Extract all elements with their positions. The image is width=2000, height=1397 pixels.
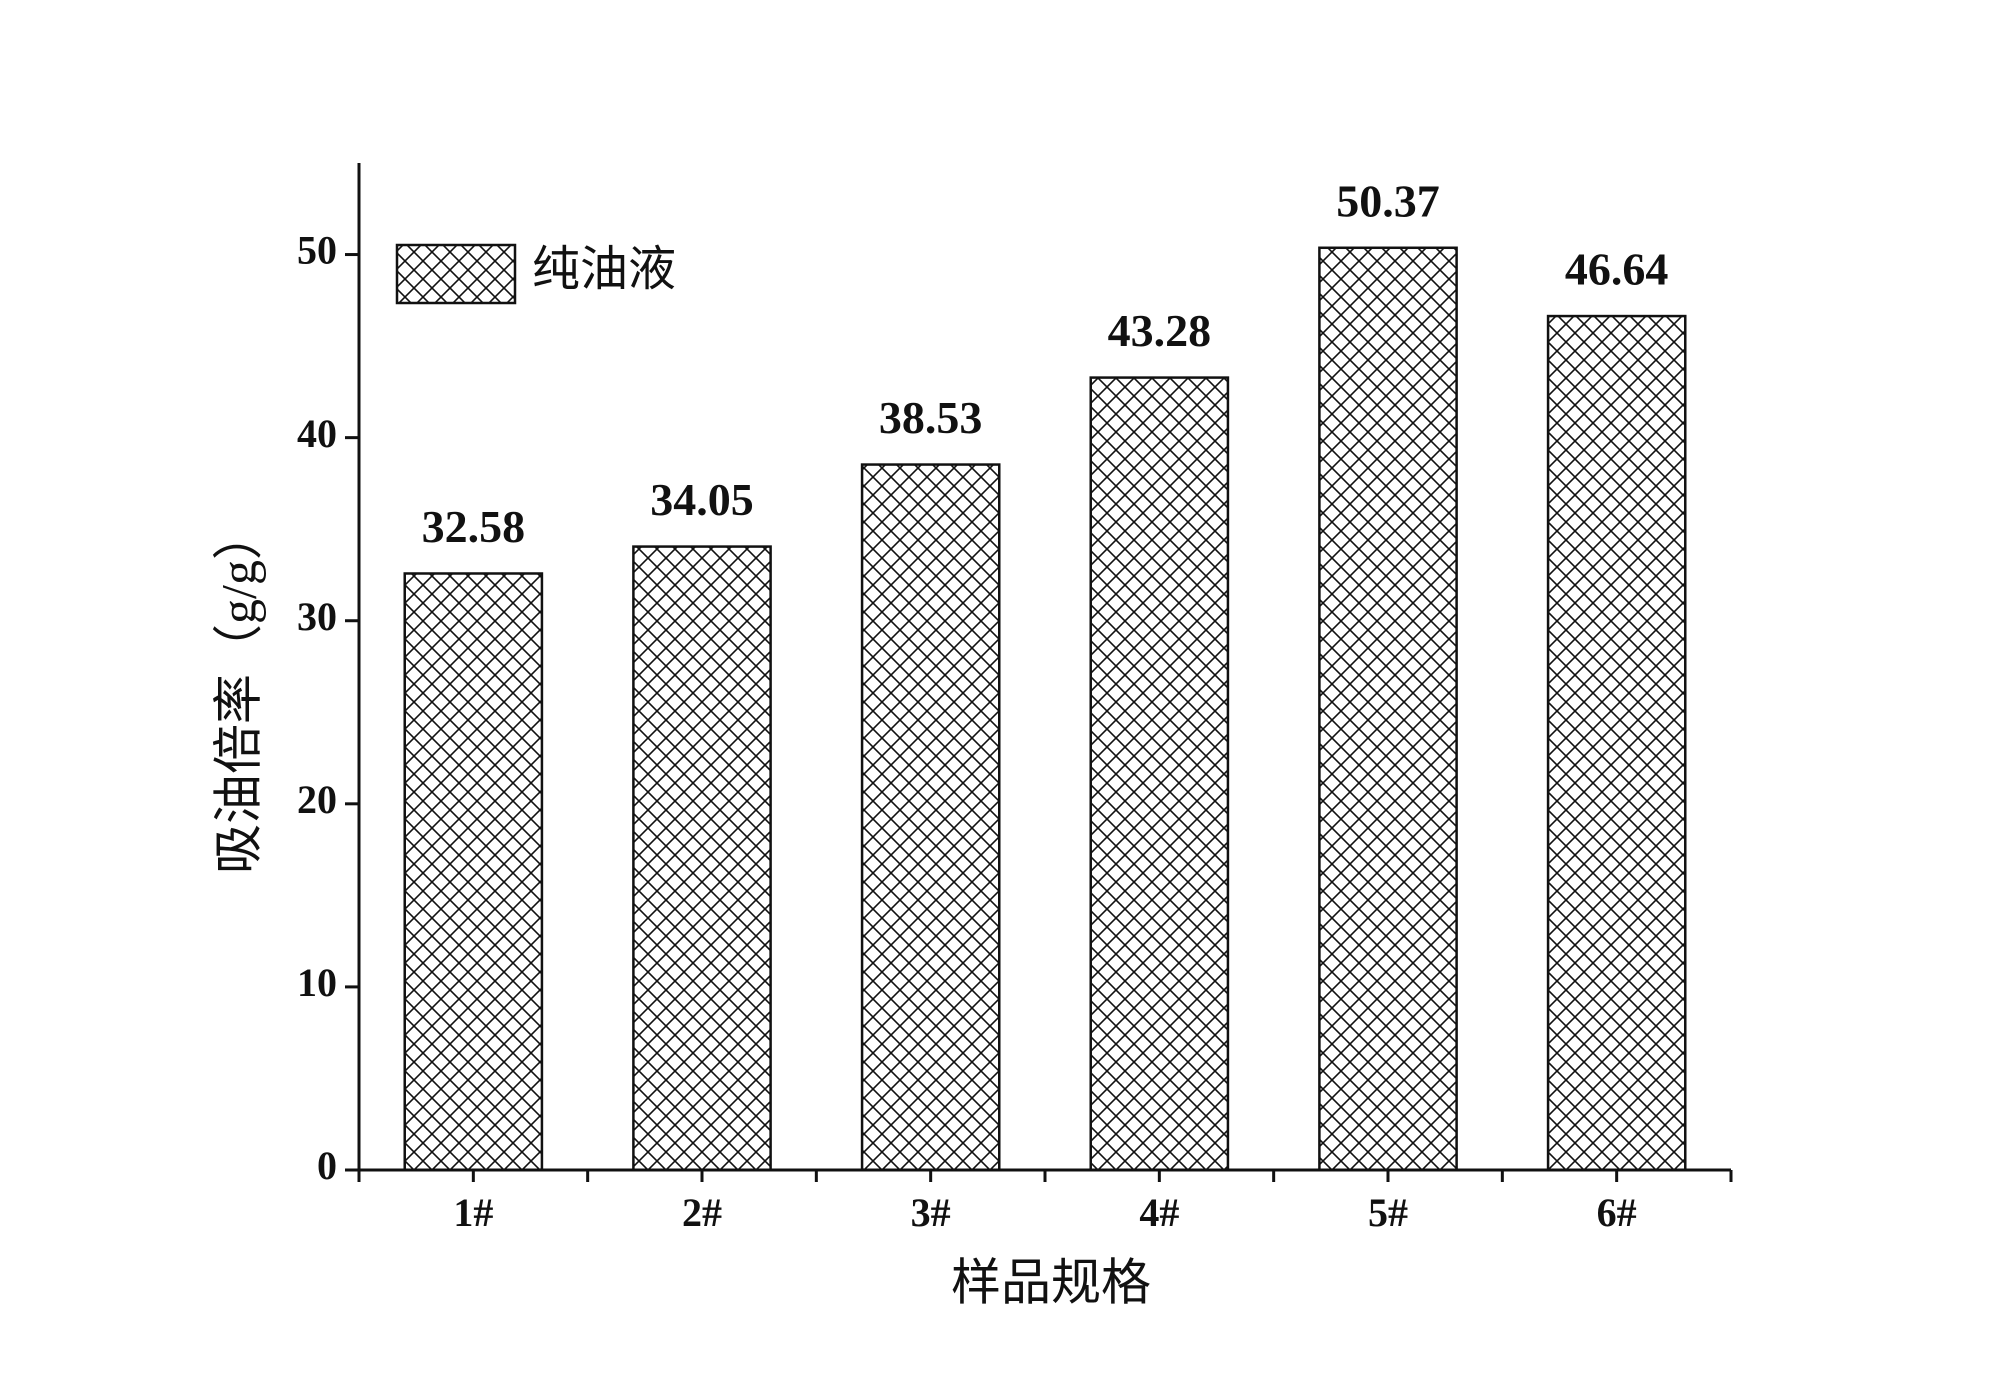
bar — [1318, 246, 1458, 1172]
value-label: 46.64 — [1565, 244, 1669, 295]
value-label: 50.37 — [1336, 175, 1440, 226]
y-tick-label: 0 — [317, 1143, 337, 1188]
y-tick-label: 30 — [297, 594, 337, 639]
x-tick-label: 2# — [682, 1190, 722, 1235]
x-tick-label: 5# — [1368, 1190, 1408, 1235]
value-label: 43.28 — [1108, 305, 1212, 356]
legend-swatch — [395, 243, 517, 305]
y-tick-label: 10 — [297, 960, 337, 1005]
y-tick-label: 40 — [297, 411, 337, 456]
x-axis-title: 样品规格 — [951, 1254, 1151, 1310]
value-label: 38.53 — [879, 392, 983, 443]
bar — [403, 572, 544, 1172]
y-tick-label: 20 — [297, 777, 337, 822]
x-tick-label: 6# — [1597, 1190, 1637, 1235]
x-tick-label: 4# — [1139, 1190, 1179, 1235]
value-label: 34.05 — [650, 474, 754, 525]
legend-label: 纯油液 — [532, 243, 676, 296]
y-axis-title: 吸油倍率（g/g） — [210, 510, 266, 874]
bar — [632, 545, 772, 1172]
bar — [1089, 376, 1230, 1172]
value-label: 32.58 — [422, 501, 526, 552]
bar — [860, 463, 1001, 1172]
x-tick-label: 1# — [453, 1190, 493, 1235]
x-tick-label: 3# — [911, 1190, 951, 1235]
y-tick-label: 50 — [297, 228, 337, 273]
bar — [1546, 314, 1687, 1172]
